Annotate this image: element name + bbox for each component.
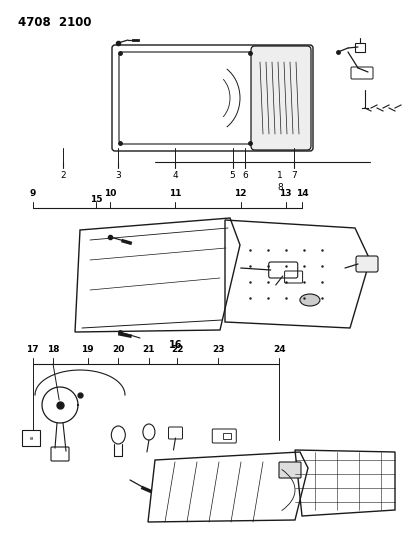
Text: 15: 15 [90,195,102,204]
FancyBboxPatch shape [279,462,301,478]
Text: 24: 24 [273,345,286,354]
Text: 1: 1 [277,171,283,180]
Text: 17: 17 [27,345,39,354]
Text: 4: 4 [173,171,178,180]
Text: 8: 8 [277,182,283,191]
Text: 2: 2 [60,171,66,180]
Text: 12: 12 [235,190,247,198]
Text: e: e [29,435,33,440]
Text: 6: 6 [242,171,248,180]
Text: 9: 9 [29,190,36,198]
Text: 4708  2100: 4708 2100 [18,15,91,28]
Text: 21: 21 [143,345,155,354]
Text: 14: 14 [296,190,308,198]
Text: 13: 13 [279,190,292,198]
Text: 22: 22 [171,345,184,354]
Text: 10: 10 [104,190,116,198]
Text: 19: 19 [82,345,94,354]
Text: 18: 18 [47,345,59,354]
Text: 16: 16 [169,340,182,350]
FancyBboxPatch shape [251,46,311,150]
Text: 11: 11 [169,190,182,198]
FancyBboxPatch shape [356,256,378,272]
Text: 3: 3 [115,171,121,180]
Text: 23: 23 [212,345,224,354]
Text: 7: 7 [291,171,297,180]
Ellipse shape [300,294,320,306]
Text: 5: 5 [230,171,235,180]
Text: 20: 20 [112,345,124,354]
